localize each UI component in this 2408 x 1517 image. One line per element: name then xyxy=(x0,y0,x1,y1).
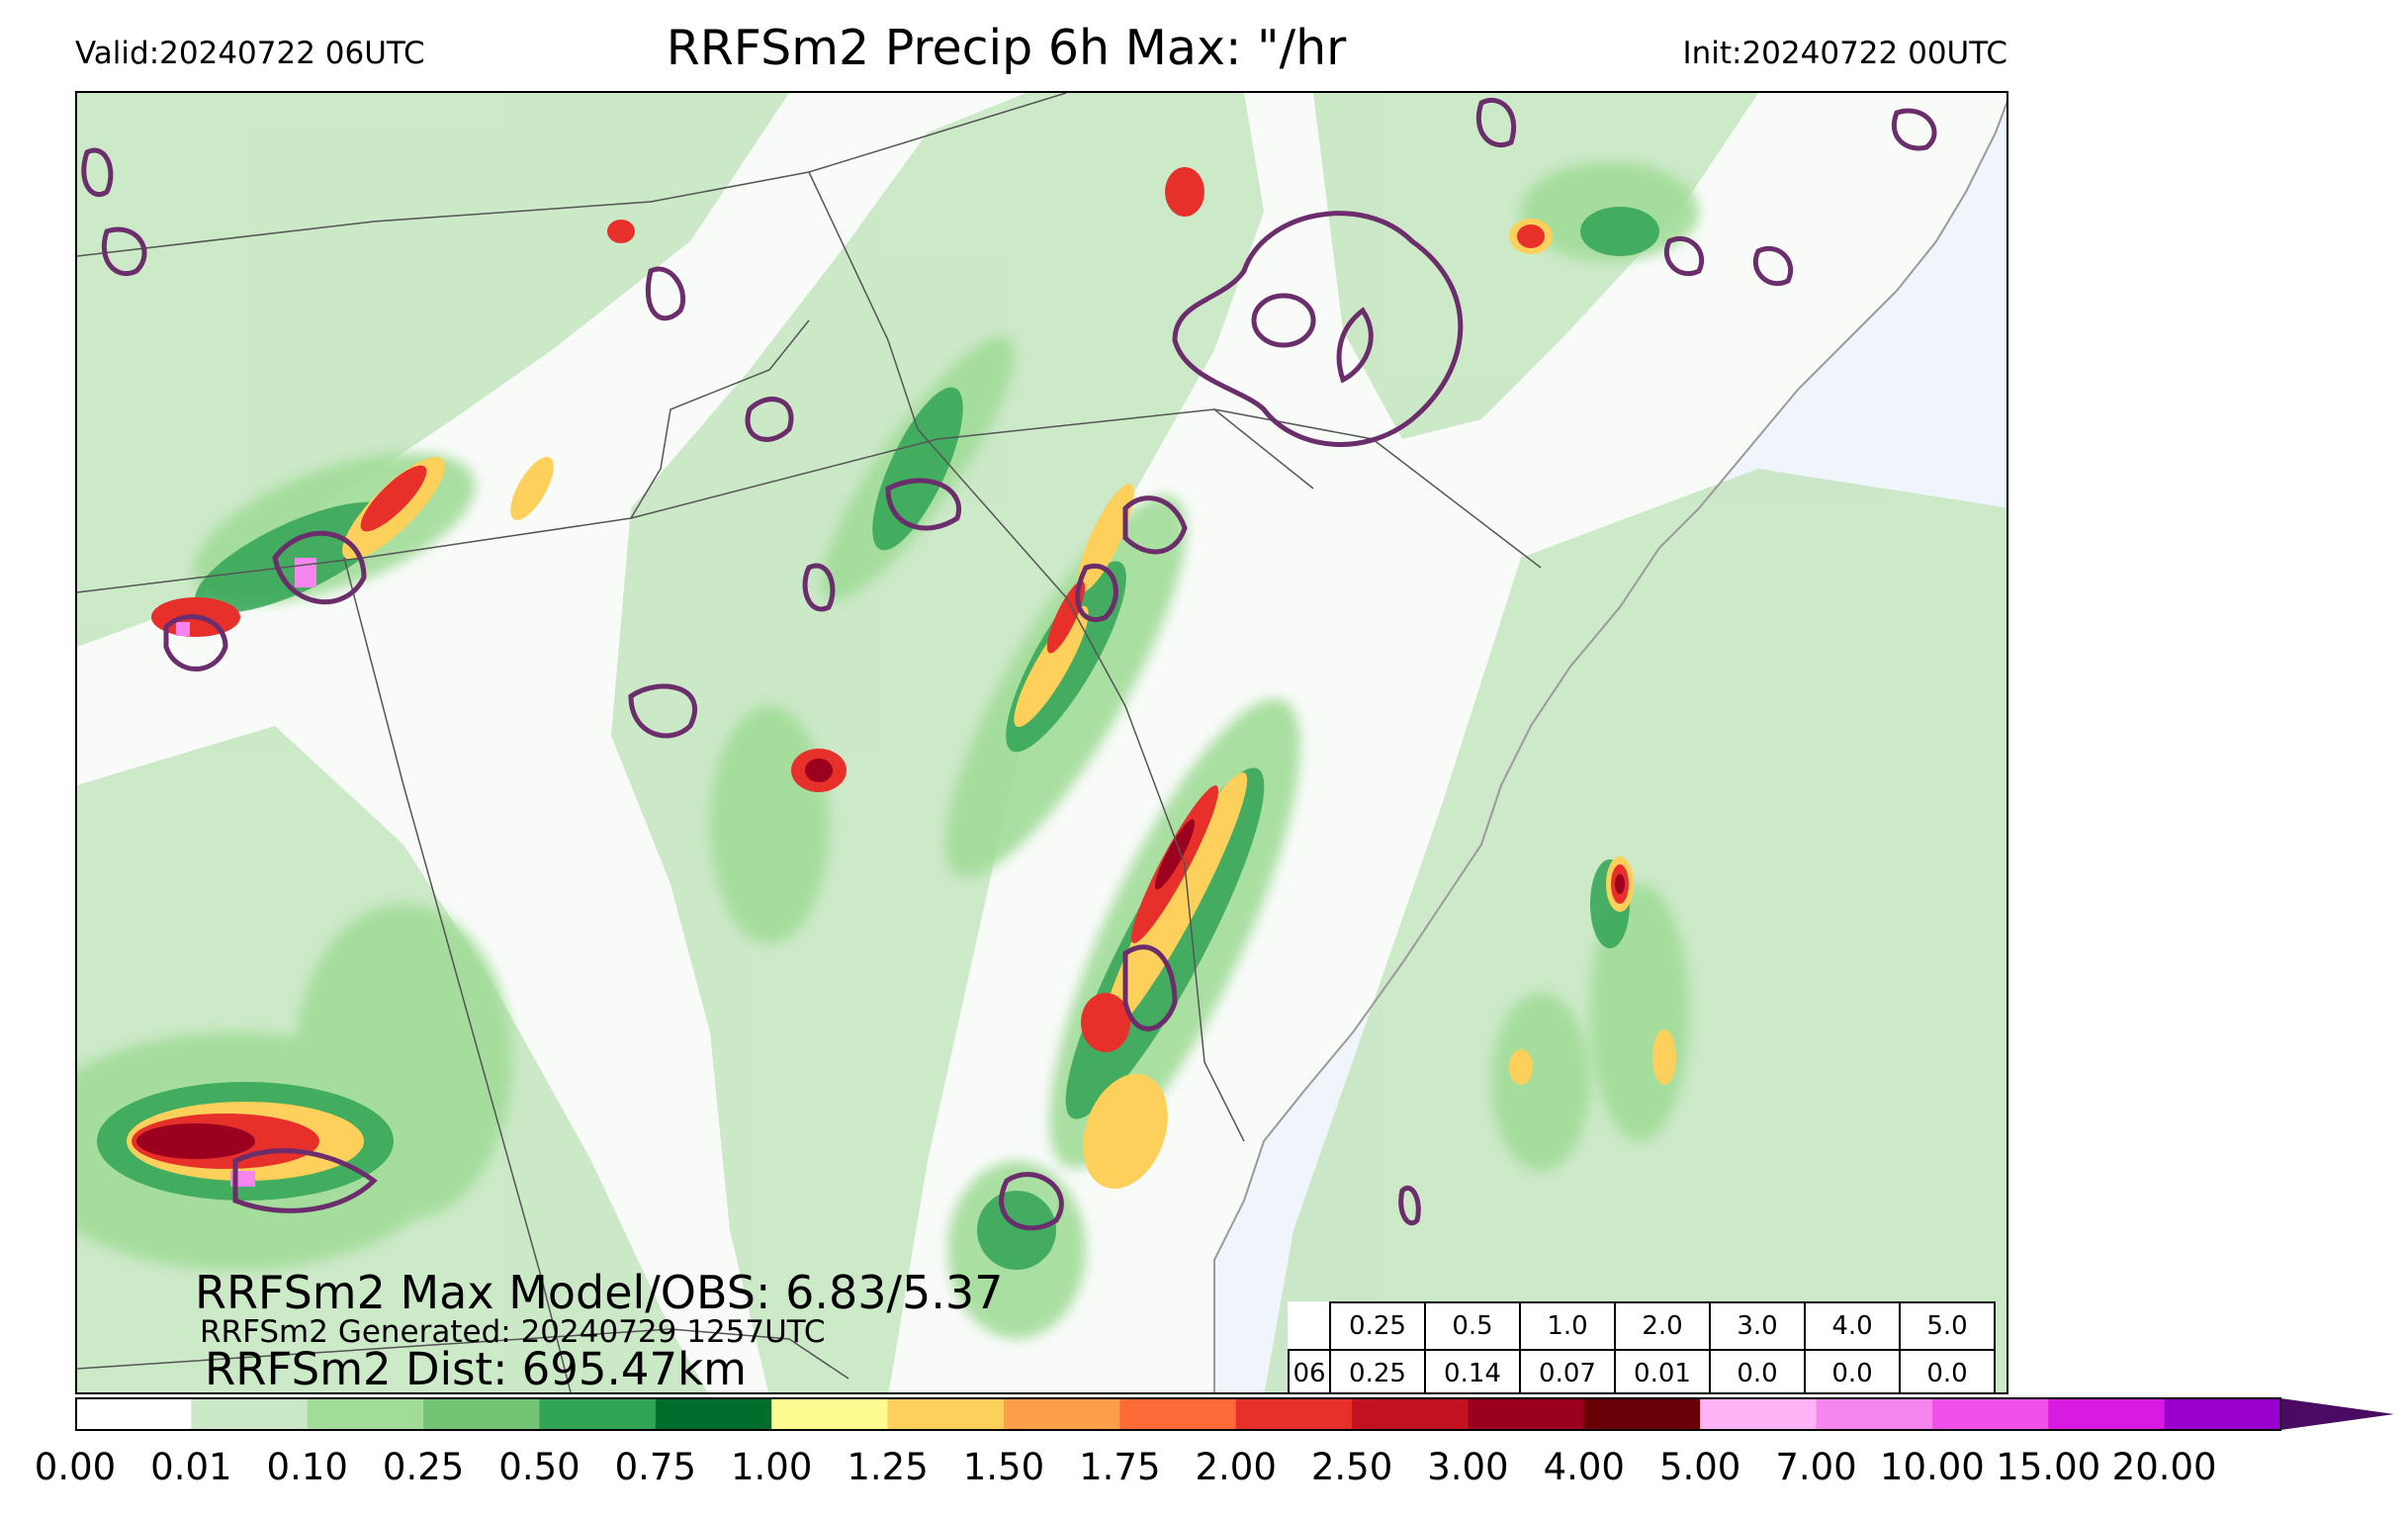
colorbar-tick-label: 0.50 xyxy=(498,1446,580,1488)
colorbar-segment xyxy=(539,1398,657,1430)
max-model-obs-label: RRFSm2 Max Model/OBS: 6.83/5.37 xyxy=(195,1266,1004,1319)
colorbar-tick-label: 15.00 xyxy=(1996,1446,2101,1488)
colorbar-tick-label: 10.00 xyxy=(1879,1446,1985,1488)
threshold-header-cell: 0.25 xyxy=(1329,1301,1426,1351)
threshold-row-label: 06 xyxy=(1288,1349,1331,1392)
valid-time-label: Valid:20240722 06UTC xyxy=(75,36,425,71)
colorbar-segment xyxy=(1583,1398,1701,1430)
colorbar-segment xyxy=(887,1398,1005,1430)
map-title: RRFSm2 Precip 6h Max: "/hr xyxy=(666,20,1347,76)
colorbar-frame xyxy=(75,1397,2281,1431)
colorbar-segment xyxy=(2164,1398,2281,1430)
colorbar-tick-label: 0.75 xyxy=(614,1446,697,1488)
colorbar xyxy=(75,1397,2394,1431)
threshold-value-cell: 0.0 xyxy=(1804,1349,1901,1392)
threshold-header-cell: 4.0 xyxy=(1804,1301,1901,1351)
colorbar-tick-label: 0.00 xyxy=(34,1446,117,1488)
colorbar-tick-label: 0.10 xyxy=(266,1446,348,1488)
colorbar-tick-label: 20.00 xyxy=(2111,1446,2217,1488)
colorbar-tick-label: 3.00 xyxy=(1427,1446,1509,1488)
colorbar-tick-label: 1.75 xyxy=(1079,1446,1161,1488)
colorbar-segment xyxy=(1352,1398,1469,1430)
colorbar-segment xyxy=(1700,1398,1818,1430)
colorbar-tick-label: 2.00 xyxy=(1195,1446,1277,1488)
precip-map: RRFSm2 Max Model/OBS: 6.83/5.37 RRFSm2 G… xyxy=(75,91,2008,1394)
threshold-corner xyxy=(1289,1302,1330,1350)
init-time-label: Init:20240722 00UTC xyxy=(1682,36,2007,71)
colorbar-segment xyxy=(1816,1398,1933,1430)
max-precip-cores xyxy=(136,758,1625,1159)
colorbar-segment xyxy=(1119,1398,1237,1430)
threshold-value-cell: 0.07 xyxy=(1519,1349,1616,1392)
colorbar-segment xyxy=(191,1398,309,1430)
threshold-header-cell: 3.0 xyxy=(1709,1301,1806,1351)
colorbar-tick-label: 5.00 xyxy=(1658,1446,1741,1488)
colorbar-segment xyxy=(1235,1398,1353,1430)
state-borders xyxy=(77,93,1542,1392)
colorbar-segment xyxy=(1003,1398,1120,1430)
colorbar-segment xyxy=(2048,1398,2166,1430)
threshold-header-cell: 2.0 xyxy=(1614,1301,1711,1351)
threshold-value-cell: 0.0 xyxy=(1899,1349,1996,1392)
observed-precip-contours xyxy=(81,97,1937,1231)
threshold-header-cell: 0.5 xyxy=(1424,1301,1521,1351)
colorbar-extend-arrow xyxy=(2280,1398,2394,1430)
colorbar-segment xyxy=(423,1398,540,1430)
threshold-header-cell: 1.0 xyxy=(1519,1301,1616,1351)
colorbar-segment xyxy=(307,1398,424,1430)
colorbar-tick-label: 2.50 xyxy=(1310,1446,1393,1488)
colorbar-segment xyxy=(1468,1398,1585,1430)
threshold-header-cell: 5.0 xyxy=(1899,1301,1996,1351)
distance-label: RRFSm2 Dist: 695.47km xyxy=(205,1343,748,1394)
colorbar-tick-label: 4.00 xyxy=(1543,1446,1625,1488)
colorbar-tick-label: 7.00 xyxy=(1775,1446,1857,1488)
generated-label: RRFSm2 Generated: 20240729 1257UTC xyxy=(200,1314,826,1350)
threshold-value-cell: 0.0 xyxy=(1709,1349,1806,1392)
threshold-value-cell: 0.14 xyxy=(1424,1349,1521,1392)
colorbar-segment xyxy=(75,1398,192,1430)
threshold-header-row: 0.25 0.5 1.0 2.0 3.0 4.0 5.0 xyxy=(1289,1301,1996,1351)
colorbar-segments xyxy=(75,1398,2281,1430)
threshold-value-cell: 0.01 xyxy=(1614,1349,1711,1392)
threshold-value-row: 06 0.25 0.14 0.07 0.01 0.0 0.0 0.0 xyxy=(1288,1349,1996,1392)
colorbar-tick-label: 1.25 xyxy=(847,1446,929,1488)
colorbar-segment xyxy=(771,1398,889,1430)
coastline xyxy=(1213,100,2007,1392)
threshold-table: 0.25 0.5 1.0 2.0 3.0 4.0 5.0 06 0.25 0.1… xyxy=(1288,1301,1996,1392)
colorbar-tick-label: 0.01 xyxy=(150,1446,232,1488)
colorbar-segment xyxy=(655,1398,772,1430)
precip-map-svg xyxy=(77,93,2007,1392)
threshold-value-cell: 0.25 xyxy=(1329,1349,1426,1392)
colorbar-tick-label: 0.25 xyxy=(382,1446,465,1488)
colorbar-tick-label: 1.00 xyxy=(731,1446,813,1488)
colorbar-tick-label: 1.50 xyxy=(962,1446,1045,1488)
colorbar-segment xyxy=(1931,1398,2049,1430)
